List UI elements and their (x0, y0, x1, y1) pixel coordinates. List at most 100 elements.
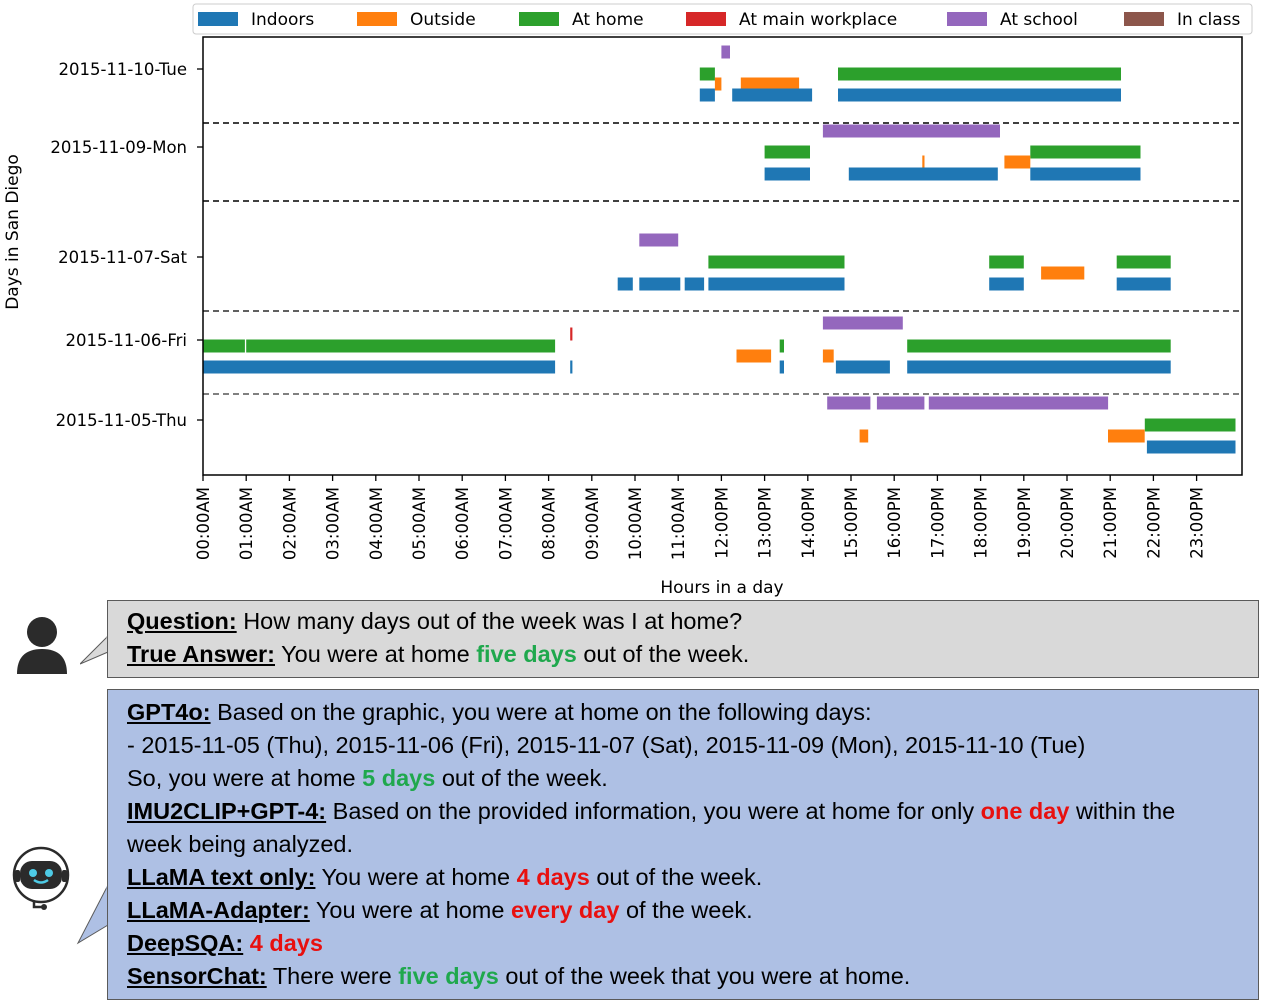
bar-at-school (928, 396, 1109, 410)
bar-outside (736, 349, 772, 363)
x-tick-label: 04:00AM (367, 487, 386, 560)
legend-swatch (357, 12, 397, 26)
x-tick-label: 23:00PM (1188, 487, 1207, 559)
legend-swatch (519, 12, 559, 26)
bar-at-home (708, 255, 845, 269)
llama-text-label: LLaMA text only: (127, 864, 316, 890)
bar-indoors (699, 88, 715, 102)
x-tick-label: 21:00PM (1101, 487, 1120, 559)
bar-at-home (246, 339, 556, 353)
bar-outside (714, 77, 722, 91)
imu2clip-post2: week being analyzed. (127, 831, 354, 857)
bar-outside (1108, 429, 1145, 443)
y-axis-label: Days in San Diego (3, 154, 23, 310)
bar-indoors (732, 88, 813, 102)
plot-frame (202, 36, 1243, 476)
question-text: How many days out of the week was I at h… (236, 608, 743, 634)
x-tick-label: 06:00AM (453, 487, 472, 560)
activity-bars (203, 45, 1236, 454)
llama-text-post: out of the week. (589, 864, 763, 890)
response-bubble-tail (76, 885, 110, 945)
legend-label: Outside (410, 10, 476, 30)
bar-at-home (203, 339, 245, 353)
bar-at-home (1116, 255, 1171, 269)
bar-indoors (1116, 277, 1171, 291)
x-tick-label: 19:00PM (1015, 487, 1034, 559)
y-tick-label: 2015-11-07-Sat (58, 248, 187, 267)
gpt4o-summary-pre: So, you were at home (127, 765, 363, 791)
gpt4o-summary-post: out of the week. (435, 765, 608, 791)
x-axis-label: Hours in a day (660, 578, 783, 598)
y-tick-label: 2015-11-09-Mon (50, 138, 187, 157)
legend-swatch (1124, 12, 1164, 26)
question-bubble-tail (80, 636, 110, 665)
x-tick-label: 12:00PM (712, 487, 731, 559)
question-bubble: Question: How many days out of the week … (107, 600, 1259, 678)
legend-label: At home (572, 10, 644, 30)
separator-lines (203, 122, 1242, 395)
llama-text-highlight: 4 days (516, 864, 590, 890)
legend-label: In class (1177, 10, 1241, 30)
deepsqa-highlight: 4 days (243, 930, 323, 956)
bar-indoors (779, 360, 784, 374)
bar-at-home (699, 67, 715, 81)
gpt4o-text: Based on the graphic, you were at home o… (210, 699, 872, 725)
robot-avatar-icon (12, 843, 72, 915)
bar-indoors (1030, 167, 1141, 181)
x-tick-label: 09:00AM (583, 487, 602, 560)
bar-outside (922, 155, 925, 169)
bar-outside (740, 77, 800, 91)
bar-indoors (617, 277, 633, 291)
x-tick-label: 15:00PM (842, 487, 861, 559)
bar-at-home (779, 339, 784, 353)
bar-outside (822, 349, 834, 363)
bar-indoors (203, 360, 556, 374)
x-tick-label: 17:00PM (928, 487, 947, 559)
response-bubble: GPT4o: Based on the graphic, you were at… (107, 689, 1259, 1000)
llama-adapter-highlight: every day (510, 897, 620, 923)
imu2clip-highlight: one day (980, 798, 1070, 824)
true-answer-pre: You were at home (275, 641, 477, 667)
y-axis-ticks: 2015-11-10-Tue 2015-11-09-Mon 2015-11-07-S… (50, 60, 203, 430)
y-tick-label: 2015-11-05-Thu (56, 411, 187, 430)
y-tick-label: 2015-11-10-Tue (58, 60, 187, 79)
gpt4o-label: GPT4o: (127, 699, 211, 725)
bar-at-home (1144, 418, 1236, 432)
legend-label: At main workplace (739, 10, 897, 30)
bar-indoors (848, 167, 998, 181)
legend-swatch (686, 12, 726, 26)
bar-at-school (827, 396, 871, 410)
bar-at-home (764, 145, 810, 159)
bar-at-home (907, 339, 1171, 353)
sensorchat-pre: There were (266, 963, 399, 989)
bar-indoors (989, 277, 1024, 291)
x-tick-label: 03:00AM (324, 487, 343, 560)
bar-at-home (1030, 145, 1141, 159)
question-label: Question: (127, 608, 237, 634)
legend-label: Indoors (251, 10, 314, 30)
bar-indoors (639, 277, 681, 291)
bar-indoors (1146, 440, 1236, 454)
bar-indoors (764, 167, 810, 181)
bar-at-school (721, 45, 730, 59)
true-answer-post: out of the week. (576, 641, 750, 667)
sensorchat-post: out of the week that you were at home. (498, 963, 911, 989)
sensorchat-label: SensorChat: (127, 963, 267, 989)
bar-at-main-workplace (570, 327, 573, 341)
legend-swatch (947, 12, 987, 26)
gpt4o-summary-highlight: 5 days (362, 765, 436, 791)
bar-indoors (907, 360, 1171, 374)
bar-indoors (570, 360, 573, 374)
x-tick-label: 00:00AM (194, 487, 213, 560)
bar-indoors (838, 88, 1121, 102)
x-tick-label: 18:00PM (972, 487, 991, 559)
x-tick-label: 14:00PM (799, 487, 818, 559)
x-tick-label: 16:00PM (885, 487, 904, 559)
bar-indoors (835, 360, 890, 374)
bar-outside (859, 429, 869, 443)
x-tick-label: 02:00AM (280, 487, 299, 560)
x-tick-label: 01:00AM (237, 487, 256, 560)
timeline-chart: 2015-11-10-Tue 2015-11-09-Mon 2015-11-07-S… (3, 3, 1253, 598)
imu2clip-label: IMU2CLIP+GPT-4: (127, 798, 327, 824)
llama-text-pre: You were at home (315, 864, 517, 890)
